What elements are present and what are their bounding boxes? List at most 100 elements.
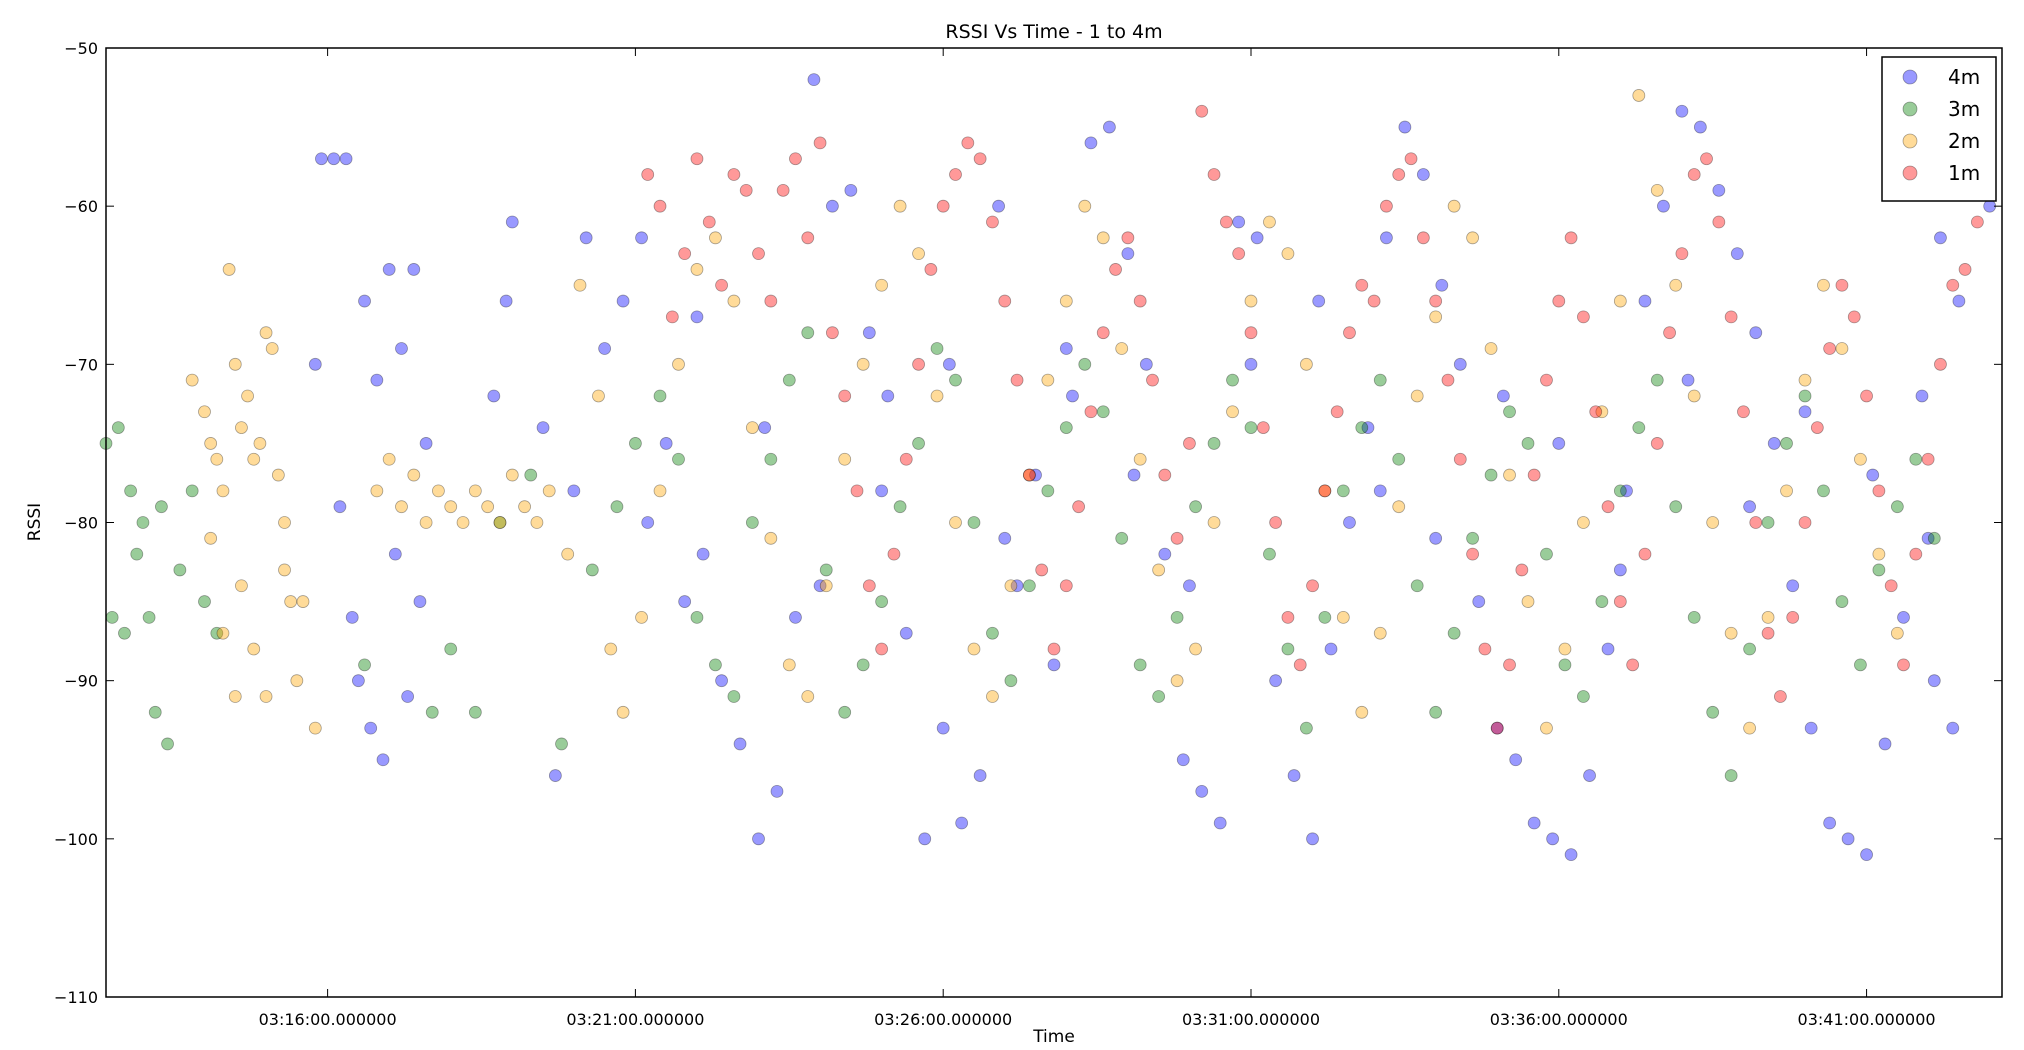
data-point <box>1429 310 1443 324</box>
data-point <box>1835 342 1849 355</box>
data-point <box>1189 500 1202 514</box>
series-2m-points <box>185 89 1904 735</box>
data-point <box>1601 500 1615 514</box>
data-point <box>1392 500 1406 514</box>
data-point <box>653 484 667 498</box>
data-point <box>1749 516 1763 529</box>
data-point <box>1503 468 1516 482</box>
data-point <box>1324 642 1338 656</box>
data-point <box>1743 500 1757 514</box>
data-point <box>1306 579 1319 593</box>
data-point <box>924 263 938 276</box>
data-point <box>875 278 889 292</box>
data-point <box>1620 484 1633 498</box>
data-point <box>395 342 408 355</box>
data-point <box>1281 642 1295 656</box>
data-point <box>1884 579 1898 593</box>
data-point <box>1798 405 1812 419</box>
data-point <box>1638 547 1652 561</box>
data-point <box>912 437 925 450</box>
data-point <box>653 199 667 213</box>
data-point <box>327 152 341 166</box>
data-point <box>967 516 981 529</box>
data-point <box>1004 579 1018 593</box>
data-point <box>259 326 273 340</box>
data-point <box>1798 389 1812 403</box>
data-point <box>1404 152 1418 166</box>
data-point <box>235 579 248 593</box>
data-point <box>1343 516 1356 529</box>
data-point <box>567 484 581 498</box>
data-point <box>1577 690 1590 703</box>
data-point <box>1398 120 1412 134</box>
data-point <box>296 595 310 608</box>
data-point <box>1281 247 1295 261</box>
data-point <box>1798 373 1812 387</box>
data-point <box>1915 389 1929 403</box>
data-point <box>1447 626 1461 640</box>
data-point <box>530 516 544 529</box>
data-point <box>505 468 519 482</box>
data-point <box>1706 705 1720 719</box>
data-point <box>1410 579 1424 593</box>
data-point <box>1767 437 1781 450</box>
data-point <box>1897 611 1910 624</box>
data-point <box>364 721 378 735</box>
data-point <box>1712 183 1726 197</box>
data-point <box>1416 231 1430 245</box>
data-point <box>1373 373 1387 387</box>
data-point <box>758 421 772 435</box>
data-point <box>1798 516 1812 529</box>
data-point <box>696 547 710 561</box>
data-point <box>1121 231 1135 245</box>
data-point <box>253 437 267 450</box>
data-point <box>1022 468 1036 482</box>
data-point <box>690 152 704 166</box>
data-point <box>709 658 722 672</box>
data-point <box>1595 405 1609 419</box>
data-point <box>936 199 950 213</box>
data-point <box>702 215 716 229</box>
data-point <box>1269 516 1283 529</box>
data-point <box>1934 357 1947 371</box>
data-point <box>358 658 371 672</box>
data-point <box>413 595 427 608</box>
data-point <box>401 690 415 703</box>
data-point <box>155 500 168 514</box>
data-point <box>1361 421 1375 435</box>
data-point <box>672 452 685 466</box>
data-point <box>1583 769 1596 782</box>
legend-marker <box>1902 101 1918 117</box>
data-point <box>1490 721 1504 735</box>
data-point <box>1207 437 1221 450</box>
data-point <box>998 531 1012 545</box>
data-point <box>598 342 612 355</box>
data-point <box>136 516 150 529</box>
data-point <box>1737 405 1750 419</box>
data-point <box>1269 674 1283 688</box>
data-point <box>216 484 230 498</box>
data-point <box>493 516 507 529</box>
data-point <box>425 705 439 719</box>
data-point <box>610 500 624 514</box>
data-point <box>807 73 821 87</box>
data-point <box>887 547 901 561</box>
data-point <box>1336 484 1350 498</box>
data-point <box>493 516 507 529</box>
data-point <box>930 389 944 403</box>
series-4m-points <box>308 73 1997 862</box>
data-point <box>333 500 347 514</box>
data-point <box>308 721 322 735</box>
data-point <box>468 705 482 719</box>
y-tick-label: −60 <box>64 197 98 216</box>
data-point <box>782 658 796 672</box>
data-point <box>1730 247 1744 261</box>
legend-marker <box>1902 165 1918 181</box>
data-point <box>893 500 907 514</box>
data-point <box>1841 832 1855 846</box>
data-point <box>918 832 932 846</box>
data-point <box>382 263 396 276</box>
data-point <box>1675 104 1689 118</box>
data-point <box>1817 484 1830 498</box>
data-point <box>1435 278 1449 292</box>
